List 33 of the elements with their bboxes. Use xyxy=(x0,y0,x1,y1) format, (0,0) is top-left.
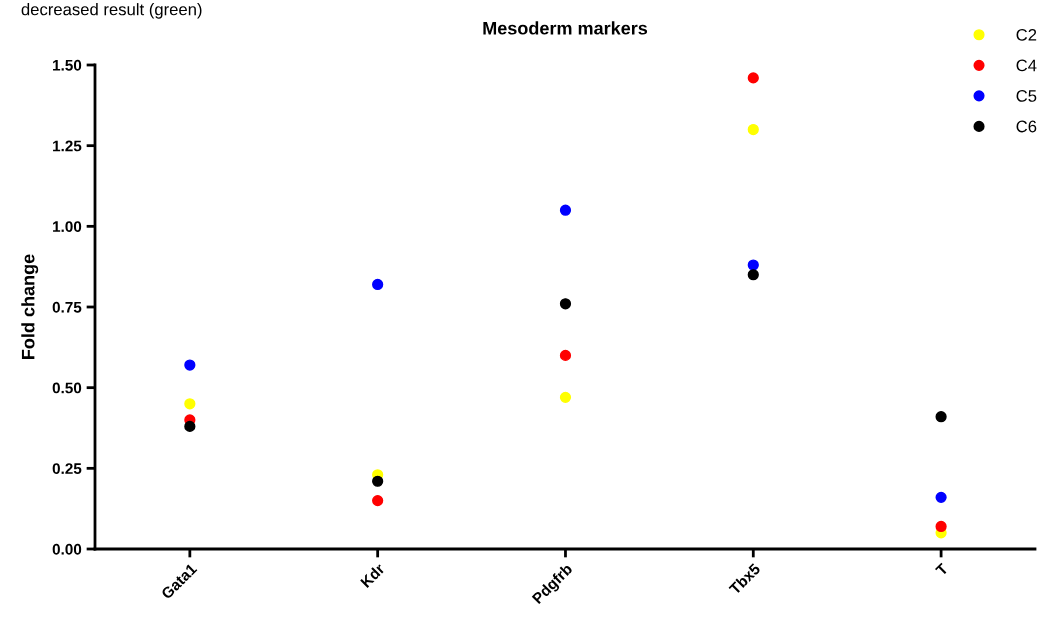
legend-label: C6 xyxy=(1016,120,1037,133)
point xyxy=(372,475,384,487)
point xyxy=(184,398,196,410)
point xyxy=(935,411,947,423)
legend-label: C4 xyxy=(1016,59,1037,72)
point xyxy=(747,269,759,281)
point xyxy=(747,123,759,136)
point xyxy=(559,204,572,216)
chart-title: Mesoderm markers xyxy=(483,21,648,35)
legend-label: C5 xyxy=(1016,90,1037,102)
point xyxy=(372,494,384,507)
x-tick-label: Kdr xyxy=(359,562,386,589)
y-axis-title: Fold change xyxy=(21,254,39,359)
point xyxy=(184,420,196,432)
point xyxy=(372,278,384,291)
point xyxy=(935,520,947,533)
point xyxy=(935,491,947,503)
x-tick-label: T xyxy=(935,562,949,577)
y-tick-label: 0.50 xyxy=(52,382,82,394)
legend-label: C2 xyxy=(1016,28,1037,41)
point xyxy=(559,298,572,310)
point xyxy=(559,391,572,403)
point xyxy=(559,349,572,362)
y-tick-label: 0.00 xyxy=(52,543,82,555)
y-tick-label: 1.50 xyxy=(53,59,82,71)
point xyxy=(747,259,759,271)
y-tick-label: 1.25 xyxy=(53,140,82,152)
y-tick-label: 0.75 xyxy=(52,301,82,313)
point xyxy=(747,72,759,84)
point xyxy=(184,359,196,371)
text: decreased result (green) xyxy=(21,3,202,19)
y-tick-label: 0.25 xyxy=(52,463,82,475)
y-tick-label: 1.00 xyxy=(53,221,82,233)
